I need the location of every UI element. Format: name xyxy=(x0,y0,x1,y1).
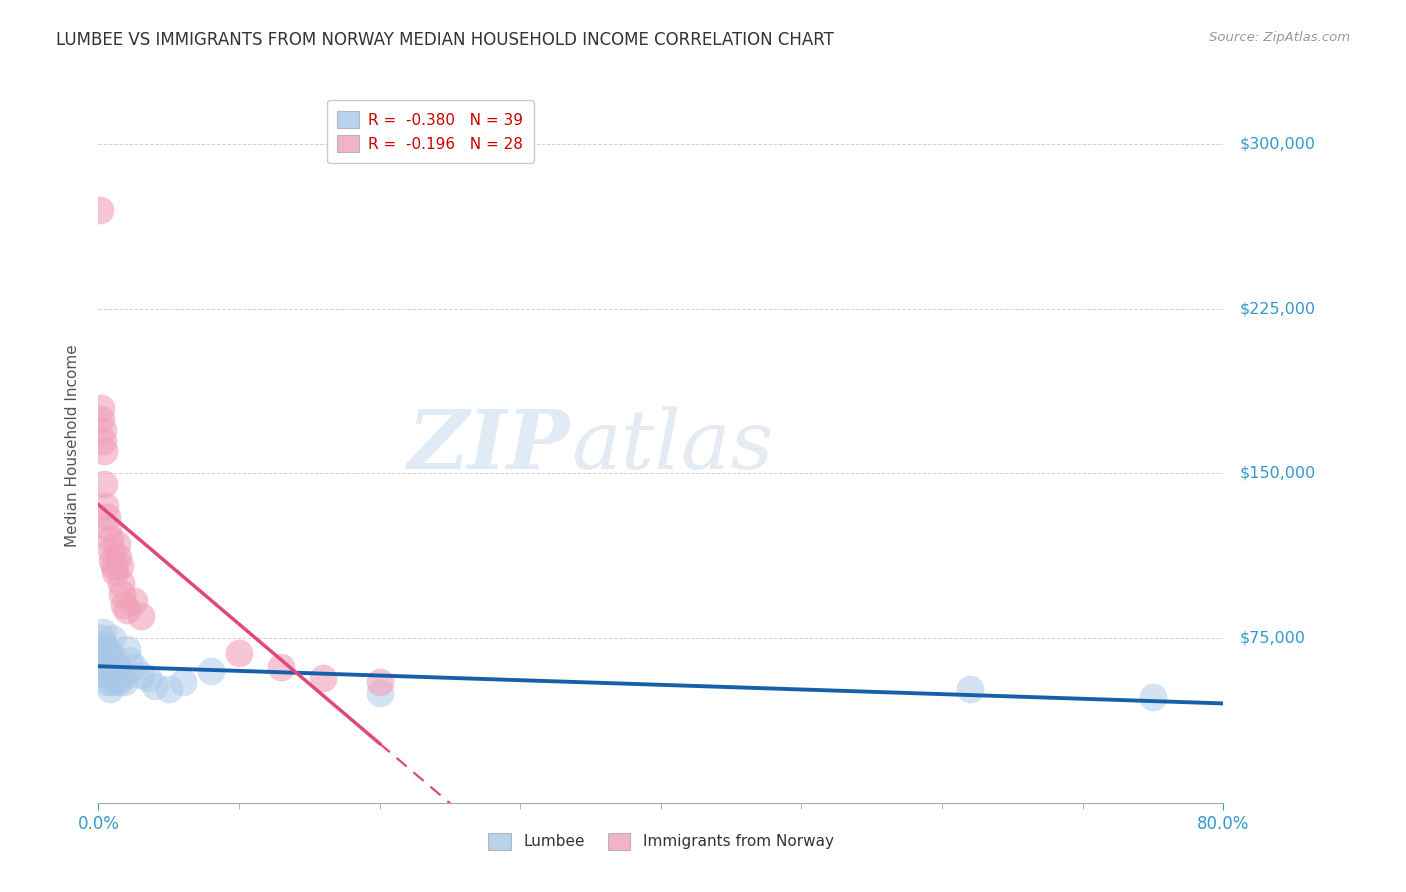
Point xyxy=(129,668,152,682)
Point xyxy=(93,477,115,491)
Point xyxy=(143,680,166,694)
Point xyxy=(93,444,115,458)
Point xyxy=(98,533,121,547)
Text: $150,000: $150,000 xyxy=(1240,466,1316,481)
Point xyxy=(97,659,120,673)
Point xyxy=(118,653,141,667)
Point xyxy=(105,537,128,551)
Point xyxy=(101,675,124,690)
Point xyxy=(228,647,250,661)
Point xyxy=(94,500,117,514)
Point xyxy=(112,675,135,690)
Point xyxy=(157,681,180,696)
Point xyxy=(172,675,194,690)
Point xyxy=(108,664,131,678)
Point xyxy=(96,642,118,657)
Point xyxy=(1142,690,1164,705)
Point xyxy=(368,675,391,690)
Point xyxy=(103,653,125,667)
Point xyxy=(90,631,112,645)
Point xyxy=(122,594,145,608)
Text: ZIP: ZIP xyxy=(408,406,571,486)
Point xyxy=(368,686,391,700)
Point xyxy=(110,576,132,591)
Point xyxy=(91,647,114,661)
Point xyxy=(89,202,111,217)
Point xyxy=(129,609,152,624)
Point xyxy=(97,521,120,535)
Point xyxy=(96,675,118,690)
Text: $300,000: $300,000 xyxy=(1240,136,1316,152)
Text: $75,000: $75,000 xyxy=(1240,631,1306,646)
Point xyxy=(122,659,145,673)
Point xyxy=(107,675,129,690)
Point xyxy=(91,423,114,437)
Point xyxy=(90,401,112,415)
Point xyxy=(107,549,129,564)
Point xyxy=(108,558,131,573)
Point xyxy=(101,631,124,645)
Point xyxy=(90,642,112,657)
Point xyxy=(98,647,121,661)
Point xyxy=(312,671,335,685)
Point xyxy=(111,587,134,601)
Point xyxy=(94,668,117,682)
Point xyxy=(89,653,111,667)
Point xyxy=(136,671,159,685)
Point xyxy=(110,668,132,682)
Point xyxy=(97,668,120,682)
Point xyxy=(200,664,222,678)
Point xyxy=(104,566,127,580)
Point xyxy=(104,668,127,682)
Point xyxy=(96,510,118,524)
Point xyxy=(112,598,135,612)
Y-axis label: Median Household Income: Median Household Income xyxy=(65,344,80,548)
Text: Source: ZipAtlas.com: Source: ZipAtlas.com xyxy=(1209,31,1350,45)
Point xyxy=(93,664,115,678)
Point xyxy=(111,671,134,685)
Point xyxy=(93,638,115,652)
Point xyxy=(105,659,128,673)
Text: atlas: atlas xyxy=(571,406,773,486)
Point xyxy=(103,558,125,573)
Text: $225,000: $225,000 xyxy=(1240,301,1316,317)
Point xyxy=(90,411,112,425)
Point xyxy=(100,543,122,558)
Point xyxy=(91,659,114,673)
Point xyxy=(959,681,981,696)
Point xyxy=(91,624,114,639)
Point xyxy=(94,653,117,667)
Point xyxy=(115,602,138,616)
Point xyxy=(100,664,122,678)
Point xyxy=(101,554,124,568)
Legend: Lumbee, Immigrants from Norway: Lumbee, Immigrants from Norway xyxy=(482,827,839,855)
Point xyxy=(115,642,138,657)
Text: LUMBEE VS IMMIGRANTS FROM NORWAY MEDIAN HOUSEHOLD INCOME CORRELATION CHART: LUMBEE VS IMMIGRANTS FROM NORWAY MEDIAN … xyxy=(56,31,834,49)
Point xyxy=(91,434,114,448)
Point xyxy=(270,659,292,673)
Point xyxy=(98,681,121,696)
